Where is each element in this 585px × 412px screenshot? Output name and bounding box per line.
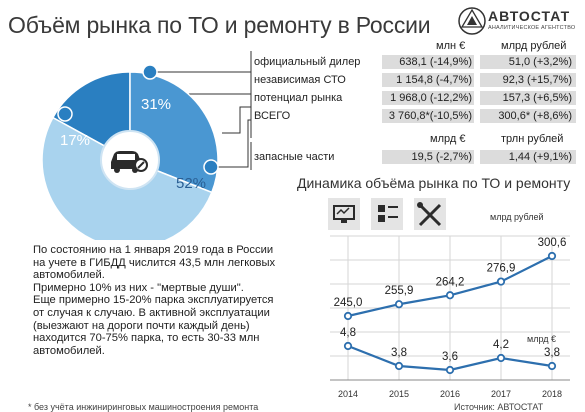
- data-label: 245,0: [334, 297, 363, 309]
- row-value-rub: 51,0 (+3,2%): [508, 56, 572, 68]
- col-header-meur: млн €: [436, 40, 466, 52]
- table-row-parts: запасные части 19,5 (-2,7%) 1,44 (+9,1%): [254, 149, 576, 165]
- row-value-eur: 638,1 (-14,9%): [399, 56, 472, 68]
- wrench-screwdriver-icon: [414, 198, 446, 230]
- data-label: 264,2: [436, 276, 465, 288]
- pie-label-31: 31%: [141, 96, 171, 113]
- data-point: [394, 300, 404, 309]
- connector-line: [222, 106, 251, 134]
- logo-emblem-icon: [458, 7, 486, 35]
- description-paragraph: Примерно 10% из них - "мертвые души".: [33, 281, 244, 294]
- table-row: потенциал рынка 1 968,0 (-12,2%) 157,3 (…: [254, 90, 576, 106]
- page-title: Объём рынка по ТО и ремонту в России: [8, 12, 431, 38]
- row-value-rub: 1,44 (+9,1%): [508, 151, 572, 163]
- pie-label-52: 52%: [176, 175, 206, 192]
- x-tick-label: 2016: [440, 389, 460, 399]
- chart-title: Динамика объёма рынка по ТО и ремонту: [297, 175, 571, 191]
- pie-marker: [203, 159, 219, 175]
- x-tick-label: 2014: [338, 389, 358, 399]
- connector-line: [211, 119, 251, 168]
- table-row: ВСЕГО 3 760,8*(-10,5%) 300,6* (+8,6%): [254, 108, 576, 124]
- diagnostic-monitor-icon: [328, 198, 360, 230]
- autostat-logo: АВТОСТАТ АНАЛИТИЧЕСКОЕ АГЕНТСТВО: [458, 4, 580, 38]
- row-label: официальный дилер: [254, 56, 361, 68]
- data-point: [343, 311, 353, 321]
- pie-label-17: 17%: [60, 132, 90, 149]
- x-tick-label: 2015: [389, 389, 409, 399]
- description-paragraph: Еще примерно 15-20% парка эксплуатируетс…: [33, 294, 274, 357]
- pie-chart: 17% 31% 52%: [41, 51, 252, 240]
- row-value-eur: 3 760,8*(-10,5%): [388, 110, 472, 122]
- parts-col-header-trub: трлн рублей: [501, 133, 564, 145]
- row-label: потенциал рынка: [254, 92, 343, 104]
- data-label: 276,9: [487, 263, 516, 275]
- row-value-eur: 1 968,0 (-12,2%): [390, 92, 472, 104]
- table-row: независимая СТО 1 154,8 (-4,7%) 92,3 (+1…: [254, 72, 576, 88]
- data-label: 3,6: [442, 351, 458, 363]
- logo-tagline: АНАЛИТИЧЕСКОЕ АГЕНТСТВО: [488, 25, 576, 31]
- data-point: [445, 365, 455, 375]
- row-value-rub: 157,3 (+6,5%): [502, 92, 572, 104]
- row-value-rub: 92,3 (+15,7%): [502, 74, 572, 86]
- car-wrench-icon: [111, 151, 148, 173]
- x-tick-label: 2018: [542, 389, 562, 399]
- table-row: официальный дилер 638,1 (-14,9%) 51,0 (+…: [254, 54, 576, 70]
- data-label: 3,8: [391, 347, 407, 359]
- data-point: [547, 361, 557, 371]
- footnote: * без учёта инжиниринговых машиностроени…: [28, 402, 259, 412]
- parts-checklist-icon: [371, 198, 403, 230]
- description-text: По состоянию на 1 января 2019 года в Рос…: [33, 244, 283, 357]
- pie-marker: [142, 64, 158, 80]
- row-value-eur: 1 154,8 (-4,7%): [396, 74, 472, 86]
- pie-marker: [57, 106, 73, 122]
- data-point: [394, 361, 404, 371]
- row-label: запасные части: [254, 151, 335, 163]
- data-point: [445, 291, 455, 300]
- data-label: 3,8: [544, 347, 560, 359]
- series-rub-label: млрд рублей: [490, 212, 544, 222]
- data-label: 4,2: [493, 339, 509, 351]
- source-note: Источник: АВТОСТАТ: [454, 402, 544, 412]
- data-point: [496, 353, 506, 363]
- data-label: 300,6: [538, 237, 567, 249]
- description-paragraph: По состоянию на 1 января 2019 года в Рос…: [33, 244, 276, 282]
- x-tick-label: 2017: [491, 389, 511, 399]
- chart-icons: [328, 198, 446, 230]
- data-label: 4,8: [340, 327, 356, 339]
- logo-brand: АВТОСТАТ: [488, 8, 571, 24]
- line-chart: млрд рублей млрд € 245,0 255,9 264,2 276,9 3…: [328, 198, 570, 399]
- row-value-rub: 300,6* (+8,6%): [498, 110, 572, 122]
- parts-col-header-beur: млрд €: [430, 133, 466, 145]
- data-point: [343, 341, 353, 351]
- row-value-eur: 19,5 (-2,7%): [411, 151, 472, 163]
- data-point: [496, 277, 506, 286]
- row-label: независимая СТО: [254, 74, 346, 86]
- data-label: 255,9: [385, 285, 414, 297]
- series-eur-label: млрд €: [527, 334, 556, 344]
- col-header-mrub: млрд рублей: [501, 40, 567, 52]
- row-label: ВСЕГО: [254, 110, 291, 122]
- data-point: [547, 251, 557, 261]
